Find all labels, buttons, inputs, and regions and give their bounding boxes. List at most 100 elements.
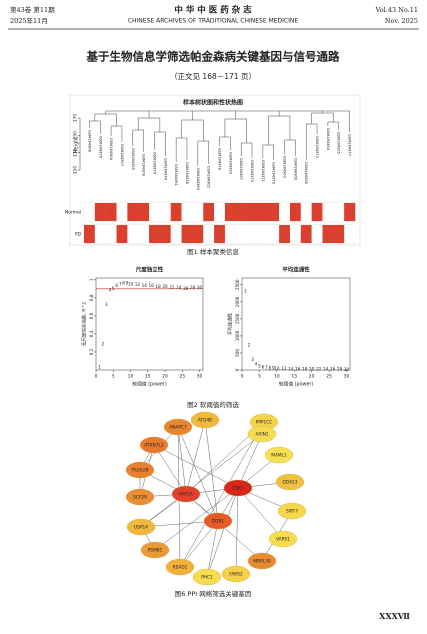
network-node — [125, 488, 155, 506]
network-edge — [237, 433, 263, 489]
point-label: 9 — [272, 366, 275, 371]
x-tick-label: 25 — [179, 374, 185, 380]
leaf-label: GSM184359 — [228, 152, 232, 175]
network-edge — [153, 444, 239, 489]
x-axis-label: 软阈值 (power) — [132, 381, 167, 388]
heat-cell — [170, 225, 182, 243]
y-axis-label: 平均连通性 — [227, 312, 234, 335]
point-label: 8 — [269, 365, 272, 370]
heat-cell — [203, 203, 215, 221]
heat-cell — [214, 225, 226, 243]
heat-cell — [224, 203, 236, 221]
heat-cell — [192, 225, 204, 243]
point-label: 20 — [162, 284, 168, 289]
heat-cell — [300, 203, 312, 221]
leaf-label: GSM184371 — [261, 160, 265, 182]
network-node — [247, 552, 277, 570]
leaf-label: GSM184367 — [239, 158, 243, 180]
heat-cell — [149, 203, 161, 221]
heat-cell — [127, 203, 139, 221]
heat-cell — [214, 203, 226, 221]
point-label: 16 — [295, 366, 301, 371]
network-node — [264, 446, 294, 464]
network-edge — [177, 426, 187, 495]
panel-title: 尺度独立性 — [136, 266, 164, 274]
y-axis-label: Height — [74, 137, 80, 154]
heat-cell — [246, 203, 258, 221]
node-label: ANAPC7 — [169, 425, 187, 431]
node-label: SIRT7 — [286, 509, 298, 515]
network-node — [221, 565, 251, 583]
y-tick-label: 1 — [89, 278, 94, 281]
node-label: DDX23 — [282, 480, 297, 486]
y-tick-label: 2000 — [235, 296, 240, 307]
heat-cell — [311, 225, 323, 243]
y-tick-label: 130 — [73, 148, 79, 157]
node-label: ATG4B — [198, 418, 212, 424]
volume-cn: 第43卷 第11期 — [10, 5, 55, 14]
point-label: 12 — [135, 282, 141, 287]
node-label: DDB1 — [212, 519, 225, 525]
leaf-label: GSM184370 — [152, 152, 156, 175]
point-label: 1 — [244, 289, 247, 294]
x-tick-label: 5 — [112, 374, 115, 380]
leaf-label: GSM184374 — [163, 158, 167, 181]
y-tick-label: 0.6 — [89, 312, 94, 319]
heat-cell — [333, 203, 345, 221]
network-node — [190, 411, 220, 429]
x-tick-label: 25 — [326, 374, 332, 380]
network-edge — [179, 421, 265, 568]
heat-cell — [116, 225, 128, 243]
x-tick-label: 0 — [95, 374, 98, 380]
leaf-label: GSM184360 — [196, 168, 200, 191]
network-edge — [237, 487, 284, 540]
point-label: 22 — [169, 285, 175, 290]
y-tick-label: 110 — [73, 166, 79, 175]
x-axis-label: 软阈值 (power) — [279, 381, 314, 388]
heat-cell — [138, 225, 150, 243]
heat-cell — [322, 225, 334, 243]
heat-cell — [279, 203, 291, 221]
heat-cell — [344, 203, 356, 221]
point-label: 1 — [98, 364, 101, 369]
x-tick-label: 0 — [241, 374, 244, 380]
node-label: AXIN1 — [255, 432, 268, 438]
network-node — [140, 541, 170, 559]
y-tick-label: 2500 — [235, 279, 240, 290]
heat-cell — [279, 225, 291, 243]
y-tick-label: 1000 — [235, 330, 240, 341]
y-tick-label: 0 — [235, 368, 240, 371]
heat-cell — [105, 225, 117, 243]
network-edge — [140, 433, 263, 528]
volume-en: Vol.43 No.11 — [375, 6, 418, 14]
heat-cell — [322, 203, 334, 221]
node-label: CSE1 — [232, 486, 243, 492]
network-node — [268, 530, 298, 548]
network-node — [139, 436, 169, 454]
heat-cell — [170, 203, 182, 221]
figure1-caption: 图1 样本聚类信息 — [187, 247, 239, 256]
x-tick-label: 10 — [274, 374, 280, 380]
network-node — [203, 512, 233, 530]
heat-cell — [203, 225, 215, 243]
heat-cell — [105, 203, 117, 221]
point-label: 14 — [288, 366, 294, 371]
network: ATG4B PPP1CC ANAPC7 ATXN7L2 AXIN1 MAML1 TADA2B… — [125, 411, 307, 586]
plot-frame — [95, 277, 204, 371]
y-tick-label: 150 — [73, 131, 79, 140]
y-tick-label: 170 — [73, 114, 79, 123]
x-tick-label: 15 — [291, 374, 297, 380]
network-node — [125, 461, 155, 479]
heat-cell — [192, 203, 204, 221]
leaf-label: GSM184357 — [120, 144, 124, 166]
network-node — [277, 502, 307, 520]
point-label: 10 — [274, 366, 280, 371]
node-label: VARS1 — [276, 537, 290, 543]
y-tick-label: 0.8 — [89, 294, 94, 301]
date-cn: 2025年11月 — [10, 16, 48, 25]
network-edge — [153, 444, 187, 495]
point-label: 26 — [330, 367, 336, 372]
heat-cell — [257, 225, 269, 243]
